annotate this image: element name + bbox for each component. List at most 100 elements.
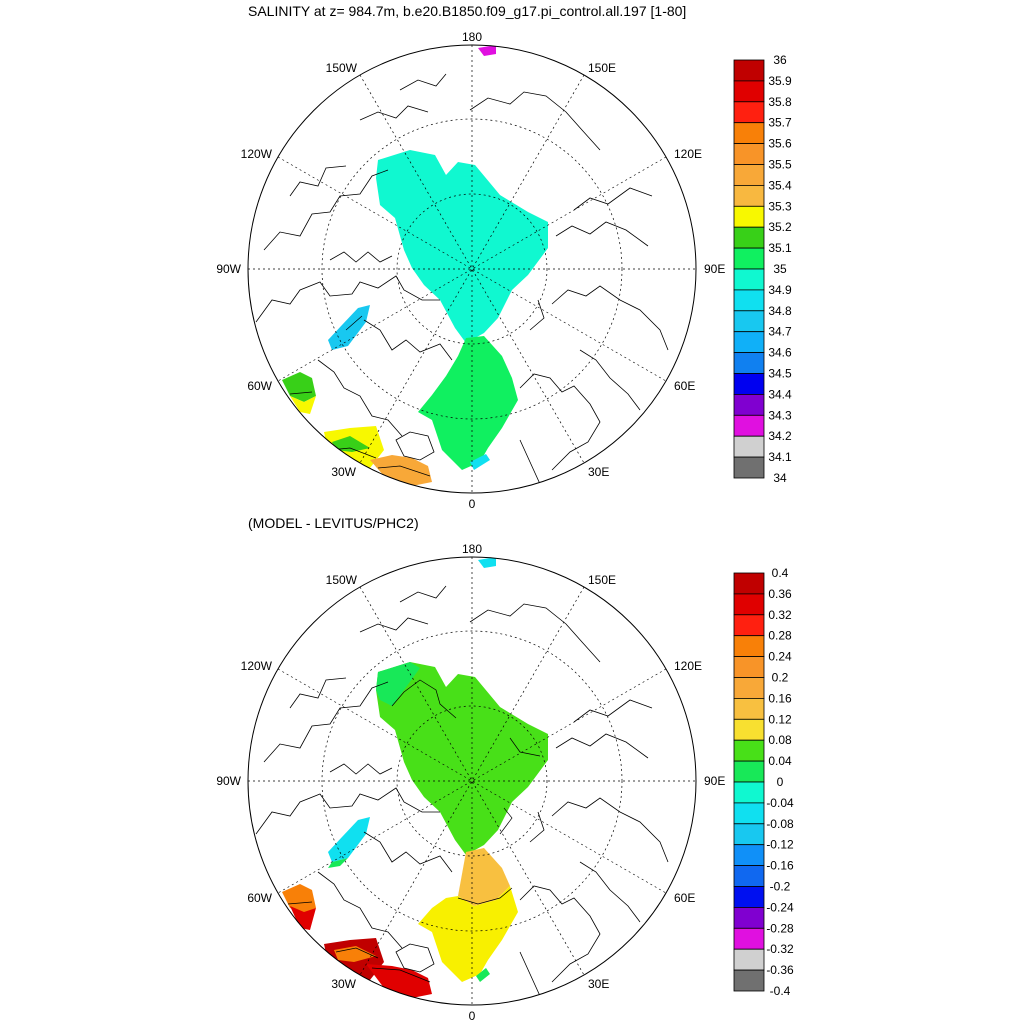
- colorbar-top-tick-label: 35.4: [768, 178, 792, 192]
- colorbar-bottom-swatch: [733, 844, 765, 867]
- colorbar-bottom-swatch: [733, 698, 765, 720]
- colorbar-bottom-swatch: [733, 760, 765, 783]
- colorbar-bottom-swatch: [733, 969, 765, 992]
- colorbar-bottom-tick-label: -0.04: [766, 796, 794, 810]
- colorbar-top-tick-label: 35.5: [768, 158, 792, 172]
- colorbar-top-swatch: [733, 289, 765, 312]
- arctic-difference-edge: [376, 662, 420, 706]
- lon-label-180-top: 180: [462, 30, 482, 44]
- colorbar-bottom-tick-label: 0: [777, 775, 784, 789]
- lon-label-60e-bottom: 60E: [674, 891, 695, 905]
- lon-label-150e-bottom: 150E: [588, 573, 616, 587]
- figure-subtitle: (MODEL - LEVITUS/PHC2): [248, 515, 419, 531]
- lon-label-90e-top: 90E: [704, 262, 725, 276]
- colorbar-bottom-tick-label: -0.2: [770, 880, 791, 894]
- baffin-difference-region: [328, 817, 370, 862]
- map-top: 180 0 90W 90E 150W 120W 150E 120E 60W 30…: [216, 30, 725, 511]
- atlantic-salinity-region-b: [332, 436, 370, 452]
- colorbar-bottom-tick-label: 0.28: [768, 629, 792, 643]
- colorbar-bottom-tick-label: 0.12: [768, 712, 792, 726]
- lon-label-60e-top: 60E: [674, 379, 695, 393]
- colorbar-top-swatch: [733, 122, 765, 144]
- coastlines-bottom: [255, 585, 669, 1005]
- colorbar-top-swatch: [733, 373, 765, 395]
- colorbar-top-tick-label: 34.7: [768, 325, 792, 339]
- lon-label-30e-top: 30E: [588, 465, 609, 479]
- lon-label-120e-top: 120E: [674, 147, 702, 161]
- graticule-top: [248, 45, 696, 493]
- colorbar-bottom-swatch: [733, 781, 765, 804]
- coastlines-top: [255, 73, 669, 493]
- colorbar-bottom-swatch: [733, 802, 765, 825]
- colorbar-bottom-tick-label: -0.08: [766, 817, 794, 831]
- difference-field-bottom: [255, 557, 669, 1005]
- colorbar-bottom-tick-label: 0.24: [768, 650, 792, 664]
- colorbar-top-tick-label: 34.1: [768, 450, 792, 464]
- colorbar-top-tick-label: 34.3: [768, 408, 792, 422]
- colorbar-top-swatch: [733, 456, 765, 479]
- colorbar-bottom-tick-label: 0.08: [768, 733, 792, 747]
- colorbar-top-tick-label: 34.5: [768, 367, 792, 381]
- map-boundary-top: [247, 44, 697, 494]
- arctic-salinity-region: [376, 150, 548, 343]
- lon-label-30w-top: 30W: [331, 465, 356, 479]
- contours-bottom: [287, 679, 541, 983]
- colorbar-bottom-tick-label: 0.2: [772, 671, 789, 685]
- map-bottom: 180 0 90W 90E 150W 120W 150E 120E 60W 30…: [216, 542, 725, 1023]
- colorbar-top-swatch: [733, 414, 765, 437]
- colorbar-bottom-swatch: [733, 718, 765, 741]
- atlantic-salinity-region-c: [370, 455, 432, 486]
- colorbar-bottom-tick-label: -0.28: [766, 921, 794, 935]
- colorbar-top-swatch: [733, 80, 765, 103]
- salinity-field-top: [255, 45, 669, 493]
- colorbar-top-swatch: [733, 352, 765, 374]
- colorbar-top-tick-label: 34.6: [768, 346, 792, 360]
- colorbar-top-swatch: [733, 164, 765, 186]
- colorbar-bottom-tick-label: 0.16: [768, 691, 792, 705]
- colorbar-bottom-swatch: [733, 739, 765, 762]
- colorbar-top-tick-label: 35.2: [768, 220, 792, 234]
- map-boundary-bottom: [247, 556, 697, 1006]
- colorbar-bottom-tick-label: 0.4: [772, 566, 789, 580]
- colorbar-bottom-tick-label: -0.24: [766, 900, 794, 914]
- colorbar-bottom-tick-label: -0.16: [766, 859, 794, 873]
- labrador-salinity-region-a: [282, 372, 316, 402]
- colorbar-top: 36 35.9 35.8 35.7 35.6 35.5 35.4 35.3 35.2 35.1 35…: [733, 53, 792, 485]
- colorbar-top-tick-label: 35.6: [768, 137, 792, 151]
- lon-label-60w-bottom: 60W: [247, 891, 272, 905]
- colorbar-bottom-tick-label: -0.4: [770, 984, 791, 998]
- lon-label-120e-bottom: 120E: [674, 659, 702, 673]
- colorbar-bottom-swatch: [733, 635, 765, 658]
- colorbar-bottom-tick-label: 0.36: [768, 587, 792, 601]
- colorbar-top-swatches: [733, 59, 765, 479]
- labrador-difference-region-b: [290, 906, 316, 930]
- colorbar-top-swatch: [733, 226, 765, 249]
- lon-label-90w-bottom: 90W: [216, 774, 241, 788]
- lon-label-0-top: 0: [469, 497, 476, 511]
- lon-label-0-bottom: 0: [469, 1009, 476, 1023]
- colorbar-top-tick-label: 35.3: [768, 199, 792, 213]
- colorbar-bottom-swatch: [733, 823, 765, 846]
- lon-label-30w-bottom: 30W: [331, 977, 356, 991]
- lon-label-120w-bottom: 120W: [241, 659, 273, 673]
- colorbar-top-swatch: [733, 205, 765, 228]
- colorbar-top-tick-label: 34: [773, 471, 787, 485]
- colorbar-bottom-swatch: [733, 886, 765, 908]
- colorbar-top-swatch: [733, 393, 765, 416]
- lon-label-120w-top: 120W: [241, 147, 273, 161]
- colorbar-top-tick-label: 35.8: [768, 95, 792, 109]
- colorbar-bottom-swatch: [733, 948, 765, 971]
- colorbar-top-tick-label: 35.1: [768, 241, 792, 255]
- nordic-difference-north: [458, 848, 510, 906]
- colorbar-top-tick-label: 36: [773, 53, 787, 67]
- colorbar-bottom-swatches: [733, 572, 765, 992]
- labrador-salinity-region-b: [290, 396, 316, 414]
- colorbar-top-swatch: [733, 59, 765, 82]
- cap-salinity-region-top: [478, 45, 496, 56]
- colorbar-bottom-labels: 0.4 0.36 0.32 0.28 0.24 0.2 0.16 0.12 0.08 0.04 0 -…: [766, 566, 794, 998]
- colorbar-bottom-swatch: [733, 677, 765, 699]
- colorbar-top-swatch: [733, 101, 765, 124]
- baffin-difference-edge: [328, 858, 348, 868]
- colorbar-top-swatch: [733, 268, 765, 291]
